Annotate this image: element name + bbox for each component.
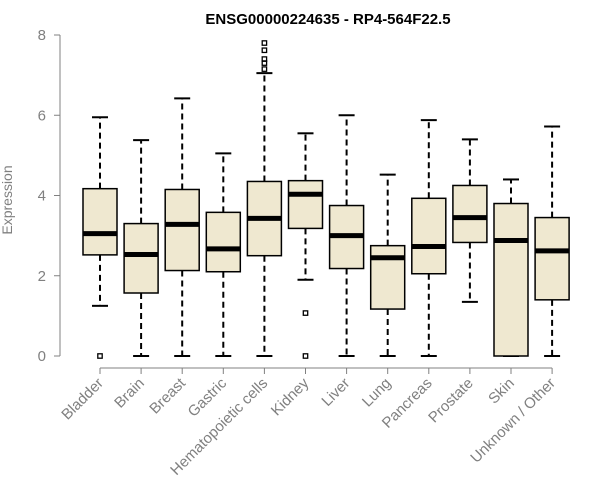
y-tick-label: 0 — [38, 348, 46, 365]
box — [534, 216, 570, 301]
x-tick-label: Kidney — [268, 374, 313, 419]
chart-title: ENSG00000224635 - RP4-564F22.5 — [205, 11, 450, 28]
y-tick-label: 6 — [38, 107, 46, 124]
y-axis: 0 2 4 6 8 — [38, 27, 61, 365]
x-tick-label: Skin — [485, 375, 518, 408]
box — [123, 222, 159, 294]
box-group — [205, 152, 242, 357]
x-tick-label: Bladder — [58, 375, 107, 424]
x-tick-label: Brain — [111, 375, 148, 412]
box-group — [411, 119, 447, 357]
box — [287, 179, 324, 230]
box — [369, 244, 406, 310]
outlier-point — [261, 40, 268, 46]
outlier-point — [97, 353, 103, 359]
box — [411, 197, 447, 275]
outlier-point — [261, 66, 268, 72]
outlier-point — [261, 56, 268, 62]
box — [493, 202, 529, 357]
y-axis-title: Expression — [0, 165, 15, 234]
box — [205, 211, 242, 273]
box-group — [328, 114, 365, 357]
outlier-point — [302, 353, 309, 359]
box-series — [82, 40, 570, 359]
x-tick-label: Breast — [146, 374, 189, 417]
box-group — [287, 132, 324, 359]
outlier-point — [261, 47, 268, 54]
box-group — [452, 138, 488, 303]
box-group — [534, 125, 570, 357]
box-group — [493, 178, 529, 357]
x-tick-label: Lung — [359, 375, 395, 411]
x-tick-label: Liver — [318, 375, 353, 410]
box-group — [82, 116, 118, 359]
y-tick-label: 4 — [38, 188, 46, 205]
box-group — [246, 40, 283, 357]
box-group — [369, 173, 406, 357]
box-group — [164, 97, 200, 357]
box — [452, 184, 488, 244]
box — [82, 187, 118, 256]
box — [164, 188, 200, 272]
y-tick-label: 2 — [38, 268, 46, 285]
outlier-point — [302, 310, 309, 316]
box-group — [123, 139, 159, 357]
y-tick-label: 8 — [38, 27, 46, 44]
x-tick-label: Prostate — [425, 375, 477, 427]
